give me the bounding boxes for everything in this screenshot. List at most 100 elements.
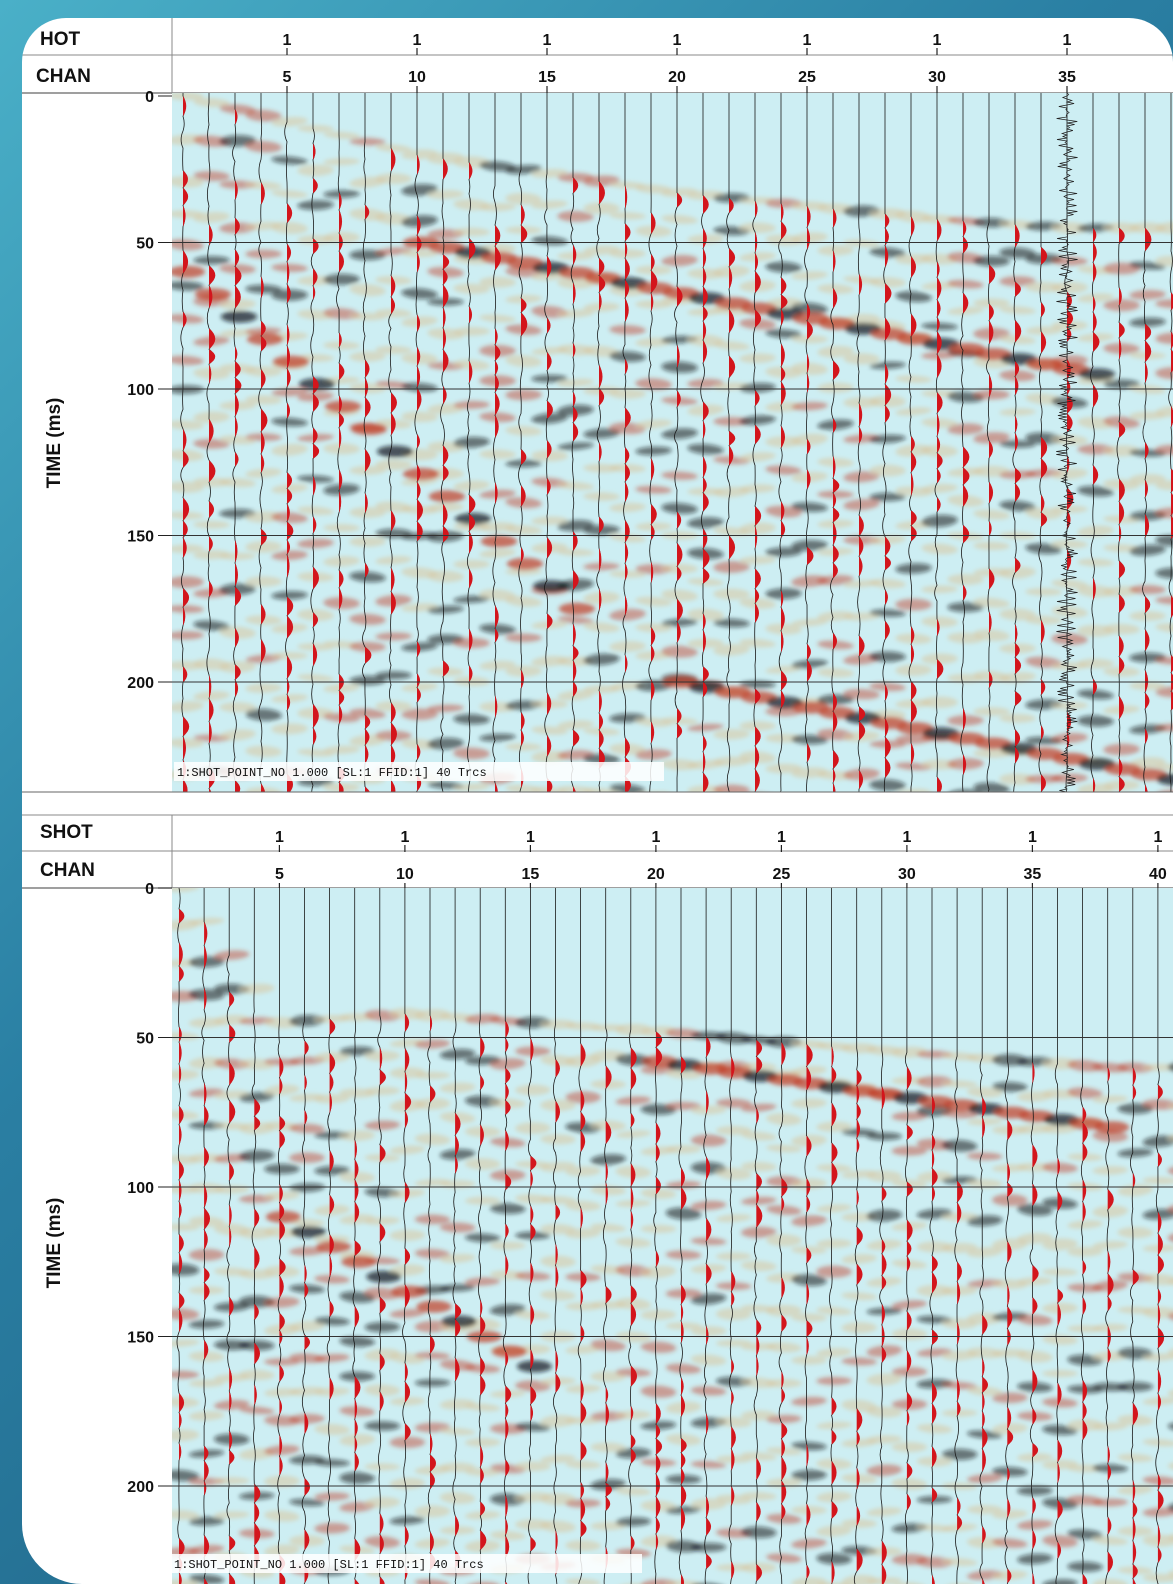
wiggle-peak: [731, 1426, 736, 1449]
wiggle-peak: [530, 1155, 537, 1171]
wiggle-peak: [703, 286, 708, 307]
wiggle-peak: [1107, 1067, 1110, 1082]
wiggle-peak: [881, 1303, 885, 1325]
wiggle-peak: [781, 309, 784, 326]
wiggle-peak: [1015, 623, 1018, 644]
wiggle-peak: [313, 516, 317, 534]
wiggle-peak: [339, 690, 345, 705]
wiggle-peak: [605, 1402, 610, 1427]
wiggle-peak: [1132, 1067, 1136, 1086]
wiggle-peak: [1007, 1162, 1011, 1183]
wiggle-peak: [209, 460, 216, 483]
wiggle-peak: [831, 1046, 834, 1067]
wiggle-peak: [911, 700, 917, 723]
wiggle-peak: [859, 426, 863, 444]
wiggle-peak: [1015, 432, 1018, 452]
wiggle-peak: [833, 507, 840, 523]
wiggle-peak: [703, 420, 706, 439]
wiggle-peak: [1107, 1516, 1112, 1535]
wiggle-peak: [354, 1201, 360, 1223]
wiggle-peak: [625, 520, 630, 543]
wiggle-peak: [781, 294, 788, 309]
wiggle-peak: [989, 440, 993, 459]
wiggle-peak: [365, 204, 370, 220]
wiggle-peak: [555, 1100, 560, 1123]
wiggle-peak: [885, 736, 891, 758]
wiggle-peak: [229, 1430, 233, 1451]
wiggle-peak: [856, 1467, 860, 1490]
wiggle-peak: [1015, 729, 1021, 747]
wiggle-peak: [807, 205, 811, 228]
wiggle-peak: [937, 468, 941, 484]
wiggle-peak: [906, 1124, 913, 1140]
wiggle-peak: [706, 1035, 711, 1058]
wiggle-peak: [404, 1362, 408, 1382]
wiggle-peak: [179, 1042, 182, 1064]
wiggle-peak: [279, 1434, 283, 1457]
wiggle-peak: [365, 492, 368, 514]
wiggle-peak: [329, 1300, 334, 1317]
wiggle-peak: [354, 1240, 361, 1256]
wiggle-peak: [480, 1075, 485, 1090]
wiggle-peak: [599, 442, 602, 462]
wiggle-peak: [1157, 1547, 1162, 1563]
seismic-trace: [466, 93, 475, 792]
wiggle-peak: [1119, 478, 1125, 502]
wiggle-peak: [204, 1207, 211, 1230]
wiggle-peak: [703, 477, 707, 493]
wiggle-peak: [287, 539, 291, 555]
wiggle-peak: [756, 1319, 762, 1336]
wiggle-peak: [417, 464, 421, 482]
wiggle-peak: [806, 1336, 809, 1356]
chan-tick-label: 30: [898, 866, 916, 883]
shot-label: 1: [803, 32, 812, 49]
wiggle-peak: [756, 1190, 759, 1205]
wiggle-peak: [573, 531, 578, 551]
wiggle-peak: [573, 244, 577, 265]
wiggle-peak: [304, 1282, 309, 1298]
wiggle-peak: [831, 1142, 838, 1163]
wiggle-peak: [365, 449, 371, 472]
wiggle-peak: [625, 595, 628, 616]
wiggle-peak: [354, 1398, 358, 1420]
wiggle-peak: [354, 1306, 360, 1328]
wiggle-peak: [729, 791, 730, 792]
wiggle-peak: [963, 584, 967, 601]
wiggle-peak: [304, 1264, 307, 1283]
wiggle-peak: [651, 721, 655, 744]
shot-row-label: HOT: [40, 29, 81, 50]
wiggle-peak: [547, 440, 552, 459]
wiggle-peak: [179, 1252, 183, 1275]
wiggle-peak: [630, 1210, 634, 1230]
wiggle-peak: [1082, 1179, 1087, 1202]
wiggle-peak: [573, 406, 578, 423]
wiggle-peak: [963, 754, 967, 775]
wiggle-peak: [480, 1375, 486, 1396]
shot-label: 1: [283, 32, 292, 49]
wiggle-peak: [279, 1456, 283, 1476]
wiggle-peak: [937, 277, 942, 300]
wiggle-peak: [1015, 557, 1021, 573]
wiggle-peak: [1119, 227, 1125, 244]
wiggle-peak: [677, 390, 681, 408]
wiggle-peak: [755, 791, 756, 792]
wiggle-peak: [807, 546, 814, 565]
wiggle-peak: [469, 238, 476, 260]
wiggle-peak: [963, 236, 968, 254]
wiggle-peak: [580, 1089, 585, 1112]
wiggle-peak: [179, 908, 185, 924]
wiggle-peak: [254, 1246, 260, 1270]
wiggle-peak: [455, 1515, 460, 1537]
wiggle-peak: [807, 659, 812, 682]
wiggle-peak: [729, 266, 733, 289]
wiggle-peak: [354, 1436, 358, 1453]
wiggle-peak: [1057, 1541, 1062, 1559]
wiggle-peak: [655, 1473, 661, 1497]
wiggle-peak: [856, 1138, 860, 1153]
wiggle-peak: [573, 391, 576, 407]
wiggle-peak: [179, 1160, 184, 1180]
wiggle-peak: [1119, 322, 1125, 338]
wiggle-peak: [179, 1105, 184, 1125]
wiggle-peak: [204, 1147, 209, 1167]
wiggle-peak: [391, 722, 397, 746]
